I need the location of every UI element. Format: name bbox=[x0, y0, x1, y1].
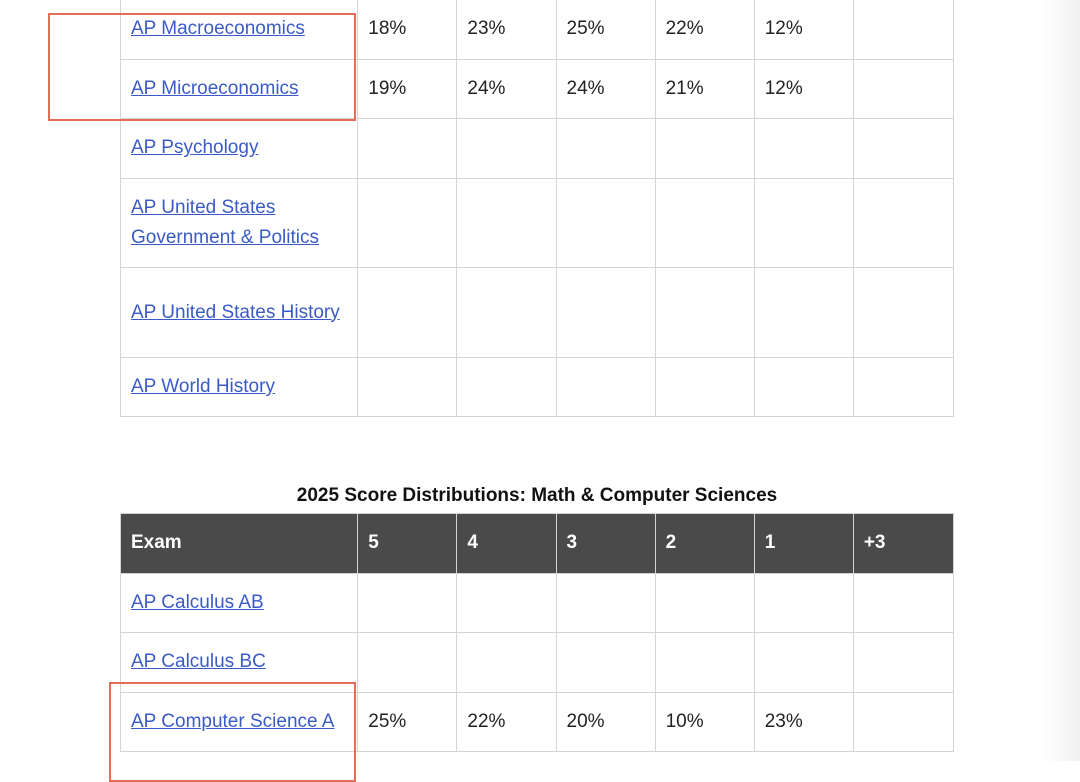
score-plus3-cell bbox=[852, 177, 955, 269]
score-plus3-cell bbox=[852, 691, 955, 753]
exam-cell: AP Computer Science A bbox=[119, 691, 359, 753]
score-plus3-cell bbox=[852, 572, 955, 634]
score-3-cell bbox=[555, 632, 656, 693]
header-exam: Exam bbox=[119, 513, 359, 574]
table-row: AP United States History bbox=[119, 267, 955, 358]
score-4-cell: 24% bbox=[456, 58, 557, 120]
score-5-cell: 19% bbox=[357, 58, 458, 120]
score-5-cell bbox=[357, 177, 458, 269]
exam-link-us-government[interactable]: AP United States Government & Politics bbox=[131, 197, 319, 249]
score-3-cell bbox=[555, 267, 656, 358]
score-plus3-cell bbox=[852, 356, 955, 418]
exam-link-calculus-bc[interactable]: AP Calculus BC bbox=[131, 651, 266, 673]
score-plus3-cell bbox=[852, 0, 955, 60]
score-2-cell: 21% bbox=[654, 58, 755, 120]
highlight-box-economics bbox=[48, 13, 356, 121]
score-2-cell bbox=[654, 267, 755, 358]
score-1-cell bbox=[753, 572, 854, 634]
exam-cell: AP Microeconomics bbox=[119, 58, 359, 120]
exam-cell: AP Calculus AB bbox=[119, 572, 359, 634]
score-4-cell bbox=[456, 118, 557, 179]
score-5-cell bbox=[357, 632, 458, 693]
score-3-cell: 25% bbox=[555, 0, 656, 60]
exam-cell: AP Psychology bbox=[119, 118, 359, 179]
header-score-1: 1 bbox=[753, 513, 854, 574]
exam-link-psychology[interactable]: AP Psychology bbox=[131, 137, 259, 159]
exam-link-world-history[interactable]: AP World History bbox=[131, 376, 275, 398]
score-1-cell bbox=[753, 177, 854, 269]
score-4-cell bbox=[456, 632, 557, 693]
highlight-box-computer-science bbox=[109, 682, 356, 782]
score-plus3-cell bbox=[852, 632, 955, 693]
score-4-cell bbox=[456, 572, 557, 634]
exam-cell: AP World History bbox=[119, 356, 359, 418]
score-4-cell bbox=[456, 177, 557, 269]
score-2-cell bbox=[654, 356, 755, 418]
score-5-cell bbox=[357, 118, 458, 179]
table-row: AP Macroeconomics 18% 23% 25% 22% 12% bbox=[119, 0, 955, 60]
score-4-cell: 22% bbox=[456, 691, 557, 753]
score-plus3-cell bbox=[852, 58, 955, 120]
header-score-5: 5 bbox=[357, 513, 458, 574]
score-plus3-cell bbox=[852, 267, 955, 358]
score-1-cell: 12% bbox=[753, 58, 854, 120]
header-score-4: 4 bbox=[456, 513, 557, 574]
table-caption: 2025 Score Distributions: Math & Compute… bbox=[296, 485, 778, 506]
score-1-cell bbox=[753, 632, 854, 693]
score-5-cell bbox=[357, 572, 458, 634]
score-1-cell bbox=[753, 356, 854, 418]
score-2-cell: 10% bbox=[654, 691, 755, 753]
table-header-row: Exam 5 4 3 2 1 +3 bbox=[119, 513, 955, 574]
exam-cell: AP United States History bbox=[119, 267, 359, 358]
social-sciences-score-table: AP Macroeconomics 18% 23% 25% 22% 12% AP… bbox=[119, 0, 955, 418]
score-4-cell bbox=[456, 267, 557, 358]
score-2-cell bbox=[654, 177, 755, 269]
score-3-cell bbox=[555, 118, 656, 179]
table-row: AP Microeconomics 19% 24% 24% 21% 12% bbox=[119, 58, 955, 120]
score-2-cell bbox=[654, 632, 755, 693]
exam-cell: AP United States Government & Politics bbox=[119, 177, 359, 269]
score-5-cell: 18% bbox=[357, 0, 458, 60]
math-cs-score-table: Exam 5 4 3 2 1 +3 AP Calculus AB AP Calc… bbox=[119, 513, 955, 753]
score-3-cell bbox=[555, 356, 656, 418]
table-row: AP World History bbox=[119, 356, 955, 418]
table-row: AP Computer Science A 25% 22% 20% 10% 23… bbox=[119, 691, 955, 753]
score-4-cell bbox=[456, 356, 557, 418]
table-row: AP United States Government & Politics bbox=[119, 177, 955, 269]
exam-link-macroeconomics[interactable]: AP Macroeconomics bbox=[131, 18, 305, 40]
header-score-2: 2 bbox=[654, 513, 755, 574]
score-5-cell: 25% bbox=[357, 691, 458, 753]
exam-link-us-history[interactable]: AP United States History bbox=[131, 301, 340, 323]
score-3-cell: 20% bbox=[555, 691, 656, 753]
score-1-cell bbox=[753, 118, 854, 179]
score-3-cell: 24% bbox=[555, 58, 656, 120]
score-plus3-cell bbox=[852, 118, 955, 179]
header-score-3: 3 bbox=[555, 513, 656, 574]
score-1-cell: 12% bbox=[753, 0, 854, 60]
exam-cell: AP Macroeconomics bbox=[119, 0, 359, 60]
score-3-cell bbox=[555, 572, 656, 634]
score-2-cell bbox=[654, 118, 755, 179]
exam-link-microeconomics[interactable]: AP Microeconomics bbox=[131, 77, 299, 99]
score-1-cell bbox=[753, 267, 854, 358]
header-plus3: +3 bbox=[852, 513, 955, 574]
score-2-cell: 22% bbox=[654, 0, 755, 60]
score-4-cell: 23% bbox=[456, 0, 557, 60]
score-1-cell: 23% bbox=[753, 691, 854, 753]
score-3-cell bbox=[555, 177, 656, 269]
exam-link-computer-science-a[interactable]: AP Computer Science A bbox=[131, 711, 335, 733]
page-edge-shade bbox=[1040, 0, 1080, 761]
score-5-cell bbox=[357, 356, 458, 418]
score-2-cell bbox=[654, 572, 755, 634]
table-row: AP Psychology bbox=[119, 118, 955, 179]
score-5-cell bbox=[357, 267, 458, 358]
exam-link-calculus-ab[interactable]: AP Calculus AB bbox=[131, 591, 264, 613]
table-row: AP Calculus AB bbox=[119, 572, 955, 634]
